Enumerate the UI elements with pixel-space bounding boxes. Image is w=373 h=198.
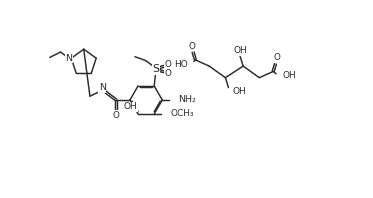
- Text: O: O: [273, 53, 280, 62]
- Text: OH: OH: [233, 46, 247, 55]
- Text: OH: OH: [282, 71, 296, 80]
- Text: O: O: [113, 111, 119, 120]
- Text: OH: OH: [232, 87, 246, 96]
- Text: N: N: [99, 83, 106, 92]
- Text: OH: OH: [124, 102, 138, 111]
- Text: S: S: [152, 64, 159, 74]
- Text: O: O: [164, 60, 172, 69]
- Text: N: N: [66, 54, 72, 63]
- Text: O: O: [164, 69, 172, 78]
- Text: NH₂: NH₂: [178, 95, 195, 105]
- Text: O: O: [188, 42, 195, 51]
- Text: HO: HO: [174, 60, 188, 69]
- Text: OCH₃: OCH₃: [170, 109, 194, 118]
